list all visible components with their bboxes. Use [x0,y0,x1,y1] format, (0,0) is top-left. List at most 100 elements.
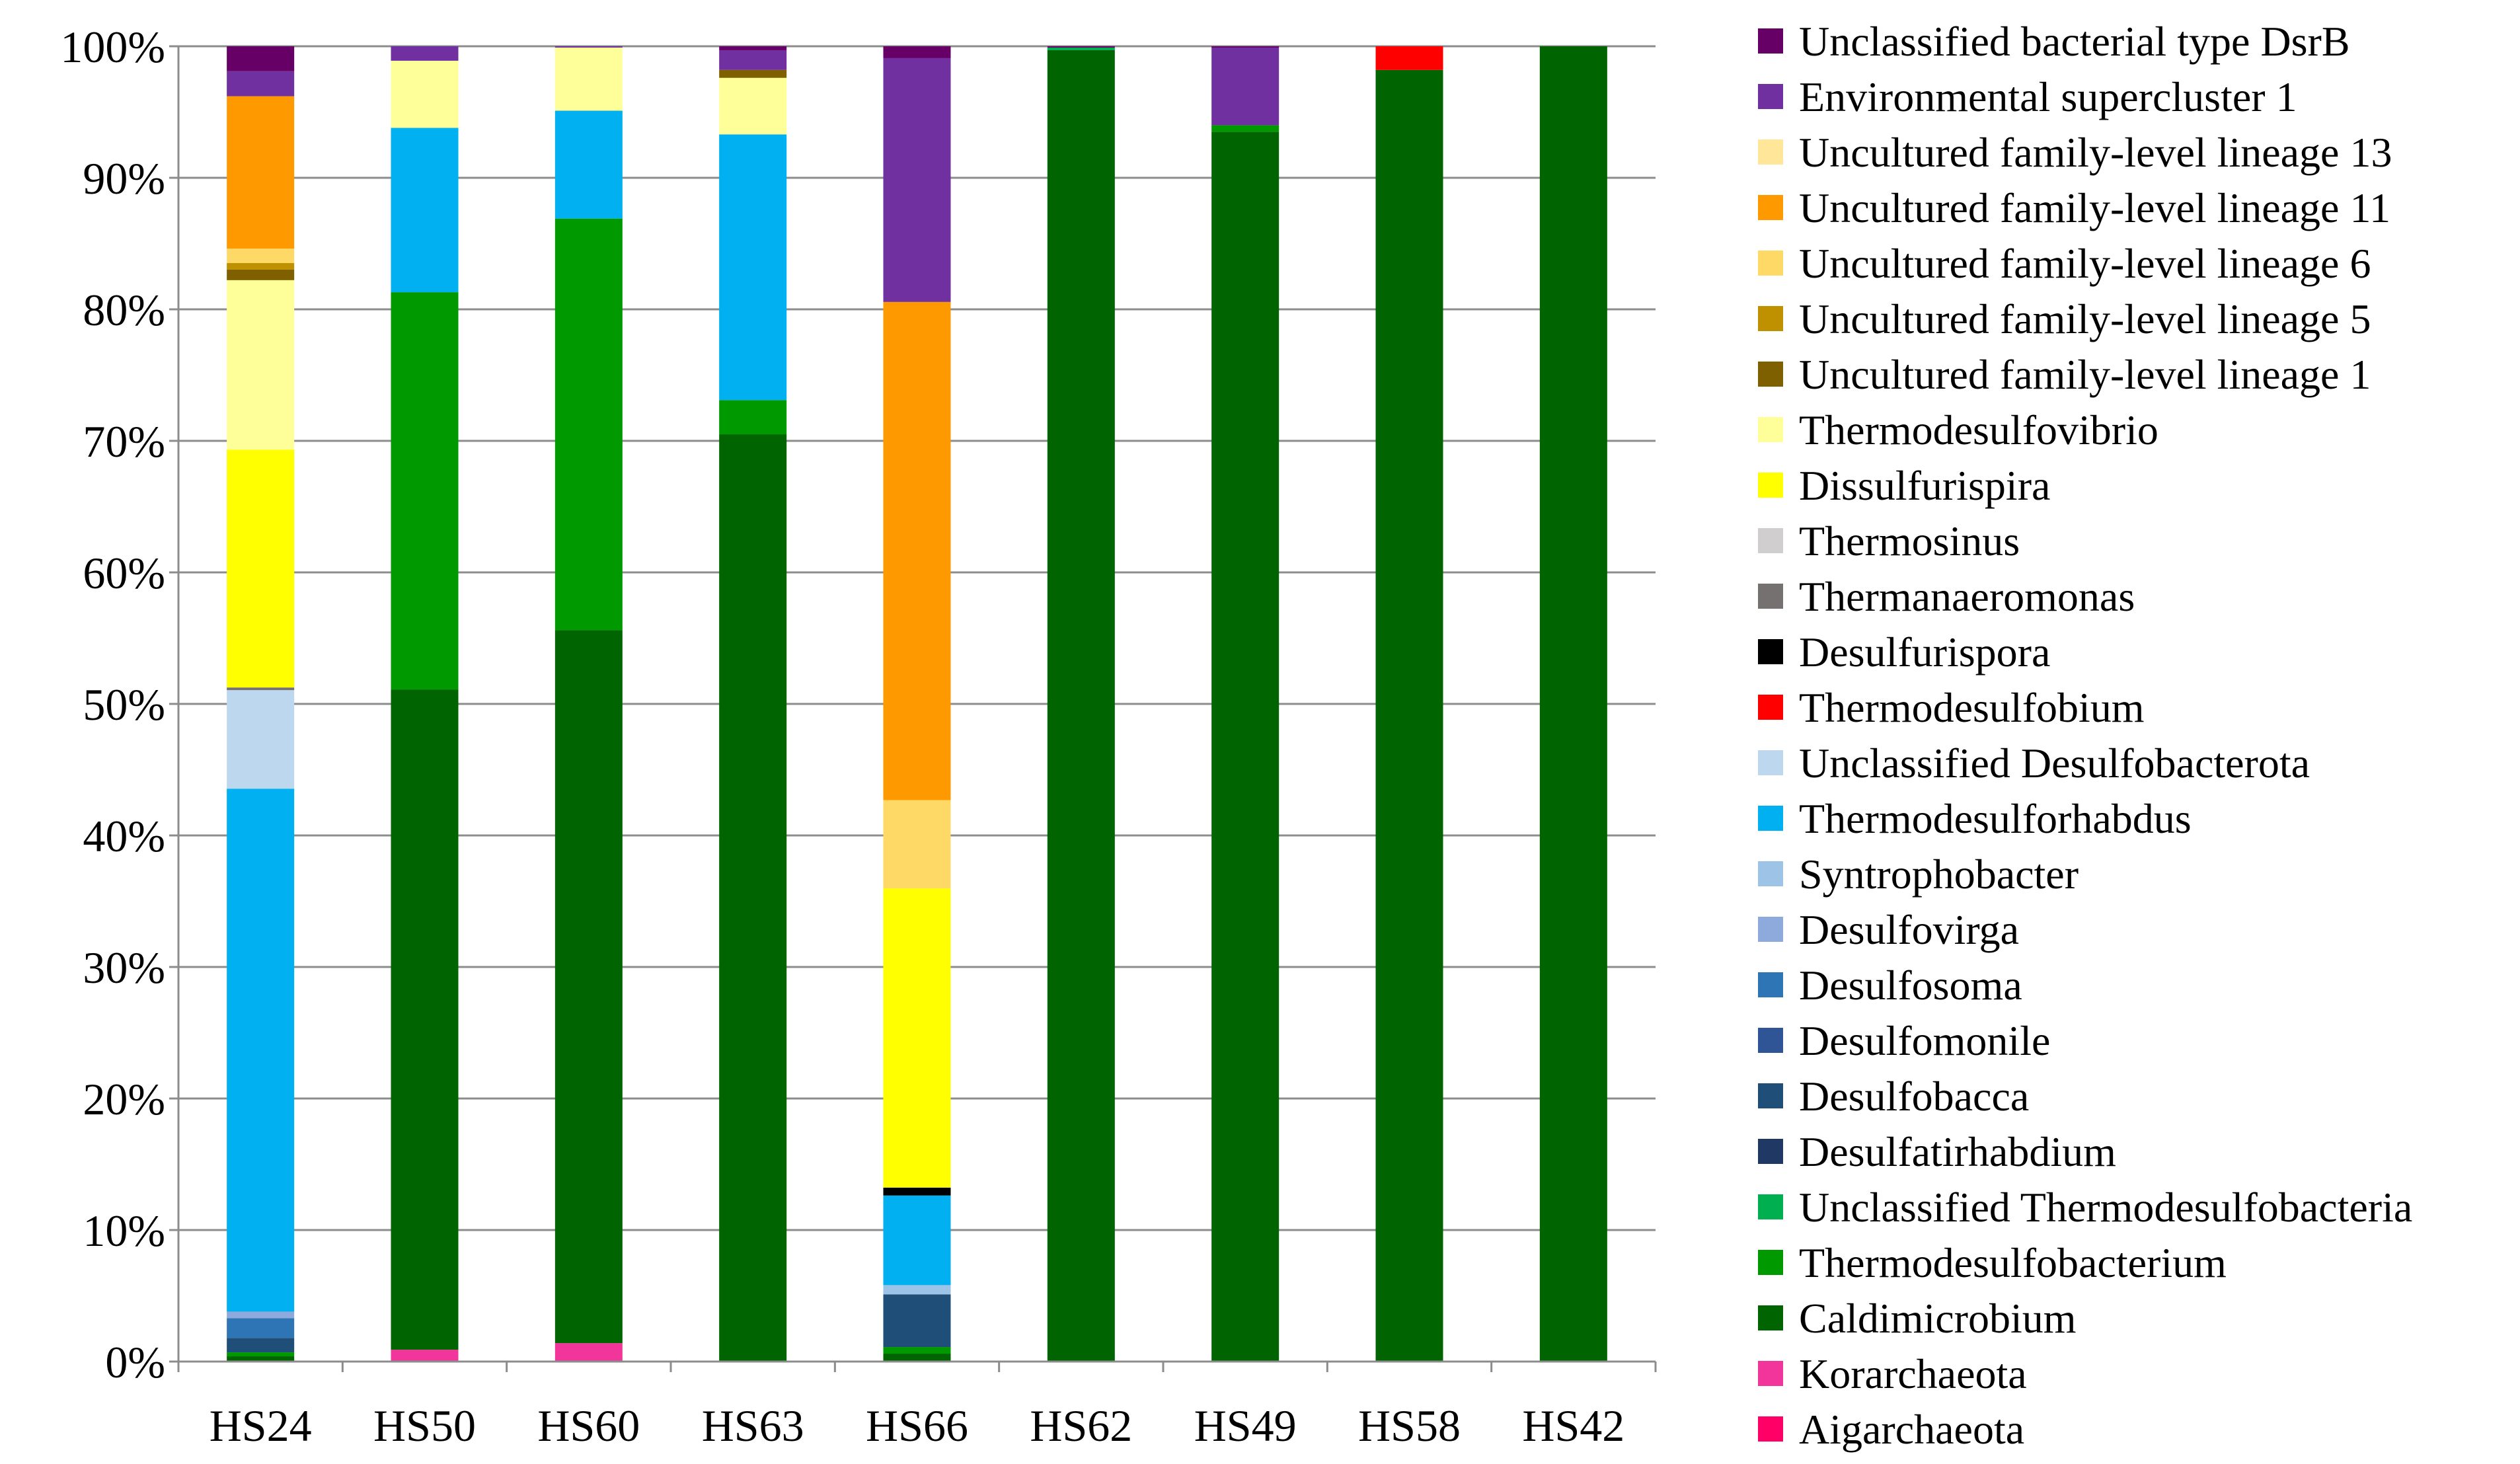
bar-segment [554,630,623,1344]
bar-segment [391,60,459,128]
legend-swatch [1758,750,1783,775]
legend-swatch [1758,806,1783,831]
bar-segment [883,1354,951,1362]
legend-entry: Environmental supercluster 1 [1758,73,2297,120]
bar-segment [1047,46,1115,48]
bar-segment [719,77,787,135]
legend-entry: Thermodesulfobacterium [1758,1239,2227,1286]
legend-label: Thermanaeromonas [1799,573,2135,620]
x-category-label: HS50 [373,1401,476,1451]
bar-stack-hs42 [1539,46,1607,1362]
legend-label: Desulfomonile [1799,1017,2050,1064]
bar-stack-hs50 [391,46,459,1362]
legend-swatch [1758,972,1783,997]
bar-segment [227,449,295,688]
bar-segment [1211,132,1279,1362]
bar-segment [227,71,295,96]
bar-segment [227,1318,295,1338]
bar-segment [1211,125,1279,132]
legend-label: Aigarchaeota [1799,1406,2024,1453]
legend-label: Thermodesulfobium [1799,684,2145,731]
bar-segment [1375,46,1443,70]
legend-entry: Unclassified bacterial type DsrB [1758,18,2350,65]
bar-segment [719,134,787,401]
legend-entry: Desulfomonile [1758,1017,2050,1064]
bar-segment [227,1311,295,1319]
legend-label: Thermodesulforhabdus [1799,795,2192,842]
legend-swatch [1758,306,1783,331]
legend-swatch [1758,917,1783,942]
x-category-label: HS49 [1194,1401,1297,1451]
bar-segment [883,58,951,302]
bar-segment [391,1350,459,1362]
legend-entry: Korarchaeota [1758,1350,2027,1397]
x-category-label: HS60 [537,1401,640,1451]
legend-swatch [1758,695,1783,720]
legend-entry: Desulfurispora [1758,629,2050,675]
legend-swatch [1758,139,1783,165]
legend-label: Uncultured family-level lineage 1 [1799,351,2371,398]
legend-label: Uncultured family-level lineage 6 [1799,240,2371,287]
legend-entry: Thermanaeromonas [1758,573,2135,620]
x-category-label: HS58 [1358,1401,1461,1451]
x-axis-category-labels: HS24 HS50 HS60 HS63 HS66 HS62 HS49 HS58 HS42 [210,1401,1625,1451]
legend-label: Uncultured family-level lineage 5 [1799,295,2371,342]
bar-segment [227,1356,295,1362]
bar-segment [227,46,295,71]
legend-swatch [1758,861,1783,886]
legend-label: Dissulfurispira [1799,462,2050,509]
bar-segment [227,1338,295,1353]
bar-segment [883,46,951,58]
y-tick-label: 30% [83,943,165,993]
x-category-label: HS62 [1030,1401,1132,1451]
legend-label: Environmental supercluster 1 [1799,73,2297,120]
legend-entry: Thermosinus [1758,518,2020,564]
bar-segment [719,46,787,50]
legend-swatch [1758,195,1783,220]
legend-swatch [1758,84,1783,109]
legend-swatch [1758,473,1783,498]
legend-entry: Desulfovirga [1758,906,2019,953]
bar-segment [883,800,951,889]
bar-segment [883,1285,951,1295]
bar-segment [1539,46,1607,1362]
y-tick-label: 70% [83,416,165,467]
legend-entry: Desulfatirhabdium [1758,1128,2116,1175]
y-tick-label: 0% [105,1337,165,1387]
legend-swatch [1758,639,1783,664]
legend-label: Uncultured family-level lineage 11 [1799,184,2390,231]
bar-stack-hs24 [227,46,295,1362]
bar-segment [719,434,787,1362]
bar-segment [227,263,295,270]
legend-label: Desulfurispora [1799,629,2050,675]
x-category-label: HS63 [702,1401,804,1451]
y-tick-label: 60% [83,548,165,598]
legend-label: Thermodesulfobacterium [1799,1239,2227,1286]
legend-entry: Aigarchaeota [1758,1406,2024,1453]
legend-entry: Desulfosoma [1758,962,2022,1009]
legend-entry: Uncultured family-level lineage 13 [1758,129,2392,176]
bar-segment [227,280,295,450]
legend-label: Desulfovirga [1799,906,2019,953]
bars [227,46,1607,1362]
bar-segment [391,689,459,1350]
bar-segment [391,128,459,293]
bar-stack-hs63 [719,46,787,1362]
legend-entry: Dissulfurispira [1758,462,2050,509]
bar-segment [719,400,787,435]
legend-swatch [1758,250,1783,276]
bar-stack-hs60 [554,46,623,1362]
legend-label: Thermodesulfovibrio [1799,406,2158,453]
bar-segment [554,218,623,631]
legend-swatch [1758,1416,1783,1442]
legend-label: Desulfatirhabdium [1799,1128,2116,1175]
legend-label: Unclassified Desulfobacterota [1799,740,2310,787]
legend-swatch [1758,28,1783,54]
y-tick-label: 80% [83,285,165,335]
bar-segment [227,687,295,691]
legend-entry: Thermodesulfobium [1758,684,2145,731]
bar-segment [1375,69,1443,1362]
bar-segment [883,1294,951,1348]
bar-stack-hs58 [1375,46,1443,1362]
